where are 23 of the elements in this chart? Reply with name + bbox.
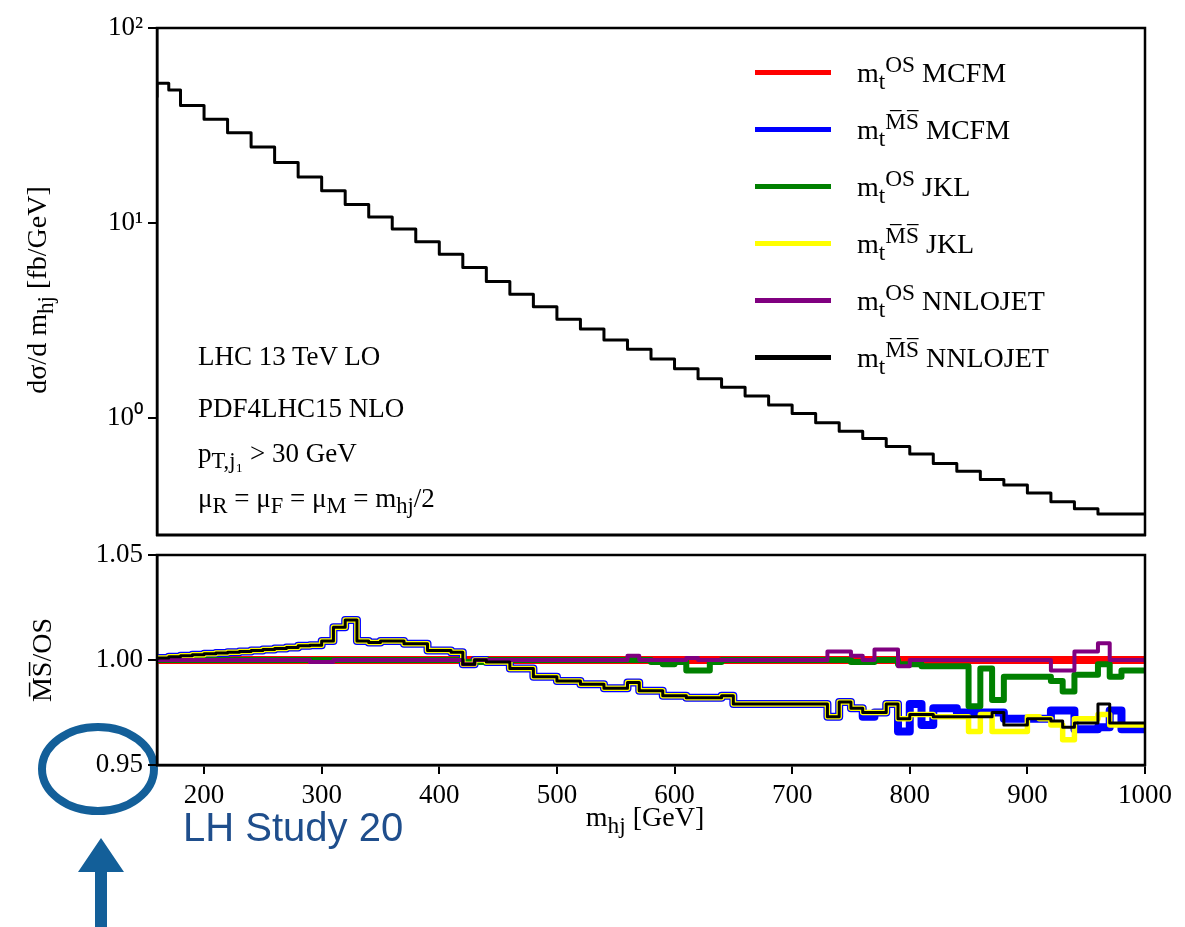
y-tick-label: 1.05 xyxy=(95,538,143,569)
y-tick-label: 0.95 xyxy=(95,748,143,779)
y-tick-label: 1.00 xyxy=(95,643,143,674)
annotation: PDF4LHC15 NLO xyxy=(198,393,405,423)
legend-label: m$_{t}$$^{OS}$ NNLOJET xyxy=(857,278,1045,323)
annotation: LHC 13 TeV LO xyxy=(198,341,381,371)
legend-label: m$_{t}$$^{M̅S̅}$ NNLOJET xyxy=(857,335,1049,380)
legend-label: m$_{t}$$^{OS}$ MCFM xyxy=(857,50,1007,95)
legend-label: m$_{t}$$^{M̅S̅}$ JKL xyxy=(857,221,975,266)
x-tick-label: 1000 xyxy=(1118,779,1172,810)
legend-label: m$_{t}$$^{M̅S̅}$ MCFM xyxy=(857,107,1011,152)
y-tick-label: 10¹ xyxy=(107,205,143,236)
x-tick-label: 400 xyxy=(419,779,460,810)
legend-label: m$_{t}$$^{OS}$ JKL xyxy=(857,164,971,209)
x-tick-label: 500 xyxy=(536,779,578,810)
y-tick-label: 10² xyxy=(107,11,143,42)
x-tick-label: 700 xyxy=(771,779,813,810)
x-tick-label: 900 xyxy=(1007,779,1048,810)
y-axis-title: M̅S̅/OS xyxy=(26,617,57,703)
y-tick-label: 10⁰ xyxy=(107,400,143,431)
text: μ$_{R}$ = μ$_{F}$ = μ$_{M}$ = m$_{hj}$/2 xyxy=(198,483,435,519)
annotation: p$_{T,j₁}$ > 30 GeV xyxy=(198,438,357,474)
x-tick-label: 800 xyxy=(889,779,931,810)
